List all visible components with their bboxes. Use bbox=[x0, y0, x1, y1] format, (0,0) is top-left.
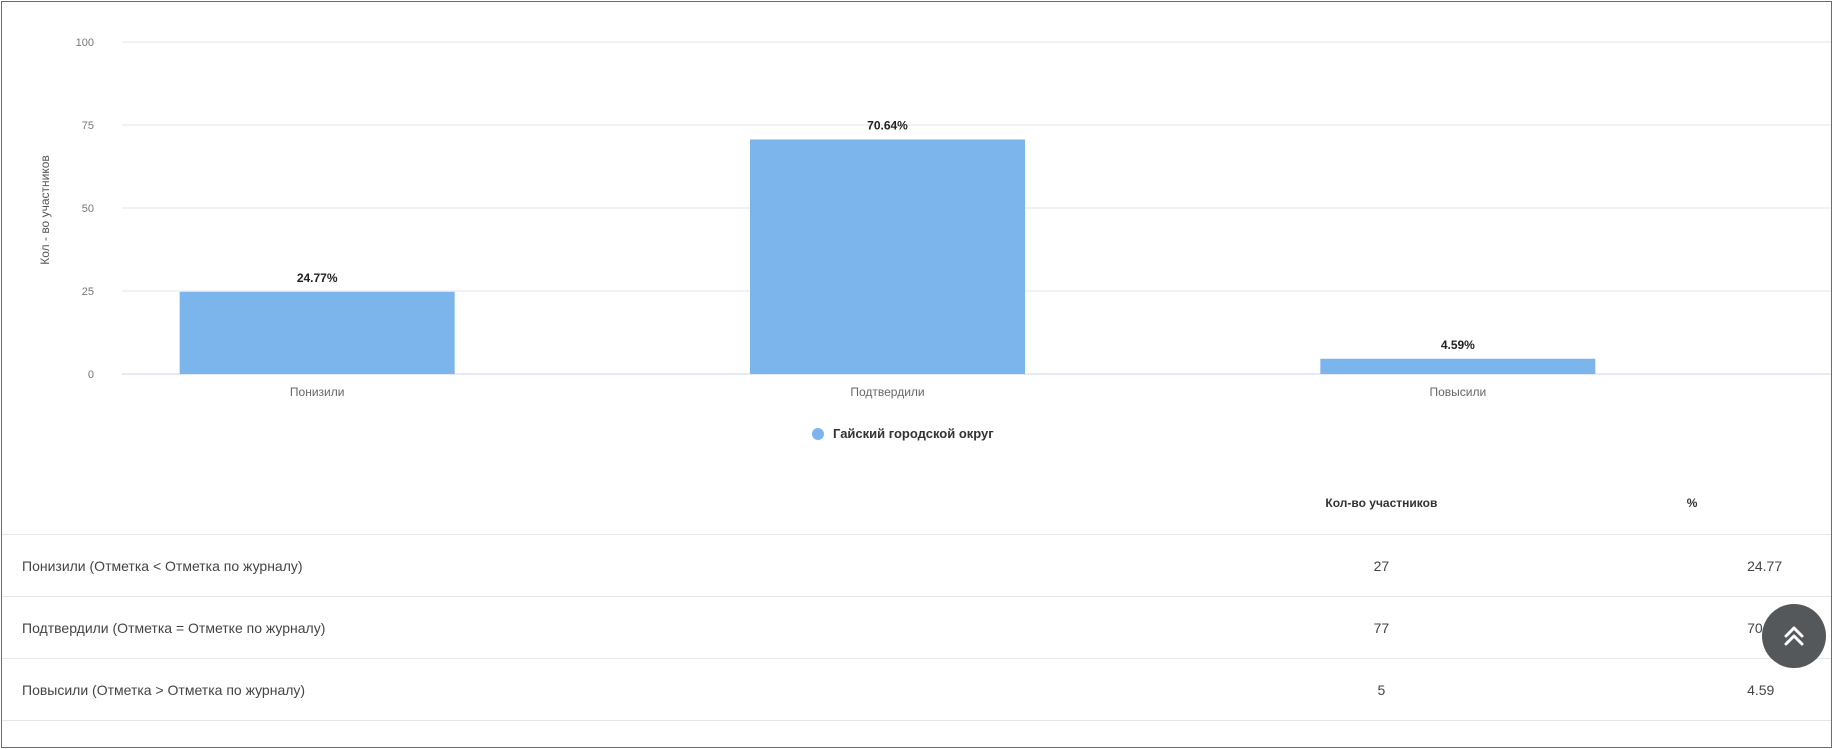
y-tick-label: 75 bbox=[82, 120, 94, 132]
legend-label: Гайский городской округ bbox=[833, 426, 994, 441]
data-label: 70.64% bbox=[867, 118, 908, 132]
table-row: Понизили (Отметка < Отметка по журналу) … bbox=[2, 534, 1831, 597]
bar bbox=[750, 139, 1025, 374]
y-tick-label: 25 bbox=[82, 286, 94, 298]
row-name: Повысили (Отметка > Отметка по журналу) bbox=[2, 658, 1211, 721]
table-header-percent: % bbox=[1552, 472, 1831, 535]
data-label: 24.77% bbox=[297, 271, 338, 285]
x-tick-label: Подтвердили bbox=[850, 385, 924, 399]
y-tick-label: 0 bbox=[88, 369, 94, 381]
table-row: Повысили (Отметка > Отметка по журналу) … bbox=[2, 658, 1831, 721]
legend-marker bbox=[812, 427, 824, 440]
y-tick-label: 100 bbox=[76, 37, 94, 49]
bar bbox=[1320, 358, 1596, 374]
bar-chart: 0 25 50 75 100 24.77% Понизили 70.64% Подтвердил… bbox=[76, 37, 1831, 399]
row-percent: 24.77 bbox=[1552, 534, 1831, 597]
row-percent: 100 bbox=[1552, 721, 1831, 748]
row-name: Понизили (Отметка < Отметка по журналу) bbox=[2, 534, 1211, 597]
legend-item[interactable]: Гайский городской округ bbox=[812, 426, 994, 441]
row-percent: 4.59 bbox=[1552, 658, 1831, 721]
table-row-total: Всего 109 100 bbox=[2, 721, 1831, 748]
row-name: Всего bbox=[2, 721, 1211, 748]
row-count: 27 bbox=[1210, 534, 1553, 597]
bar bbox=[179, 291, 455, 374]
table-header-name bbox=[2, 472, 1211, 535]
double-chevron-up-icon bbox=[1784, 626, 1804, 646]
x-tick-label: Повысили bbox=[1429, 385, 1486, 399]
x-tick-label: Понизили bbox=[290, 385, 345, 399]
y-axis-label: Кол - во участников bbox=[38, 155, 52, 265]
scroll-to-top-button[interactable] bbox=[1762, 604, 1826, 668]
results-table: Кол-во участников % Понизили (Отметка < … bbox=[2, 472, 1831, 748]
data-label: 4.59% bbox=[1441, 338, 1475, 352]
y-tick-label: 50 bbox=[82, 203, 94, 215]
table-header-count: Кол-во участников bbox=[1210, 472, 1553, 535]
table-row: Подтвердили (Отметка = Отметке по журнал… bbox=[2, 596, 1831, 659]
row-count: 5 bbox=[1210, 658, 1553, 721]
row-count: 109 bbox=[1211, 721, 1552, 748]
row-name: Подтвердили (Отметка = Отметке по журнал… bbox=[2, 596, 1211, 659]
table-header-row: Кол-во участников % bbox=[2, 472, 1831, 535]
row-count: 77 bbox=[1210, 596, 1553, 659]
